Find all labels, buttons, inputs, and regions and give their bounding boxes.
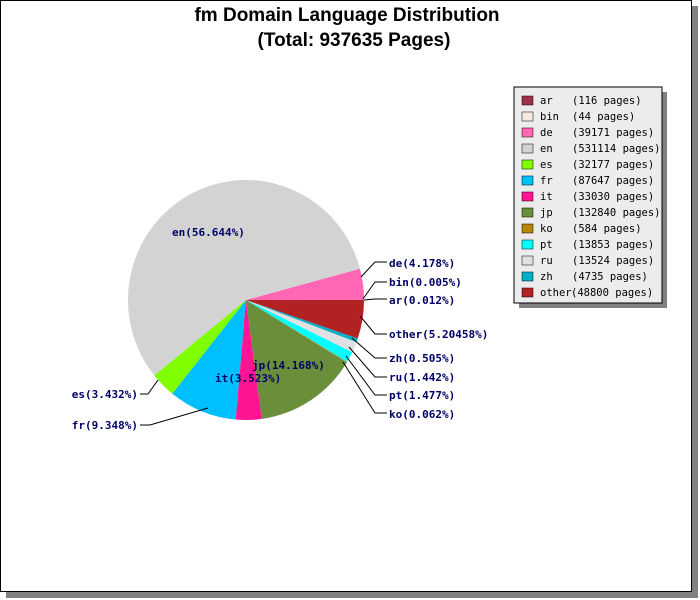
pie-slice-en <box>128 180 360 376</box>
leader-line-ru <box>348 346 387 378</box>
leader-line-zh <box>351 337 387 359</box>
slice-label-de: de(4.178%) <box>389 257 455 270</box>
leader-line-de <box>360 261 387 278</box>
legend-count-ko: (584 pages) <box>572 223 642 235</box>
legend: ar (116 pages) bin (44 pages) de (39171 pages… <box>513 86 667 308</box>
legend-swatch-en <box>521 143 534 154</box>
legend-swatch-fr <box>521 175 534 186</box>
slice-label-ar: ar(0.012%) <box>389 294 455 307</box>
legend-count-jp: (132840 pages) <box>572 207 661 219</box>
legend-name-de: de <box>540 127 553 139</box>
chart-subtitle: (Total: 937635 Pages) <box>258 30 451 51</box>
legend-name-zh: zh <box>540 271 553 283</box>
legend-count-en: (531114 pages) <box>572 143 661 155</box>
legend-count-zh: (4735 pages) <box>572 271 648 283</box>
legend-count-pt: (13853 pages) <box>572 239 654 251</box>
legend-name-bin: bin <box>540 111 559 123</box>
legend-name-ko: ko <box>540 223 553 235</box>
legend-name-it: it <box>540 191 553 203</box>
legend-name-fr: fr <box>540 175 553 187</box>
legend-count-de: (39171 pages) <box>572 127 654 139</box>
legend-swatch-de <box>521 127 534 138</box>
legend-count-bin: (44 pages) <box>572 111 635 123</box>
legend-swatch-ar <box>521 95 534 106</box>
legend-name-pt: pt <box>540 239 553 251</box>
legend-name-jp: jp <box>540 207 553 219</box>
legend-swatch-ru <box>521 255 534 266</box>
legend-box <box>513 86 663 304</box>
slice-label-other: other(5.20458%) <box>389 328 488 341</box>
leader-line-ko <box>342 361 387 414</box>
legend-swatch-zh <box>521 271 534 282</box>
pie-slice-it <box>235 300 262 421</box>
chart-title: fm Domain Language Distribution <box>194 5 499 26</box>
legend-count-ar: (116 pages) <box>572 95 642 107</box>
pie-slice-fr <box>172 300 246 420</box>
legend-count-es: (32177 pages) <box>572 159 654 171</box>
pie-slice-ko <box>246 300 348 363</box>
slice-label-jp: jp(14.168%) <box>252 359 325 372</box>
leader-line-fr <box>140 407 209 426</box>
legend-count-fr: (87647 pages) <box>572 175 654 187</box>
pie-slice-ru <box>246 300 357 353</box>
slice-label-it: it(3.523%) <box>215 372 281 385</box>
legend-count-ru: (13524 pages) <box>572 255 654 267</box>
legend-swatch-jp <box>521 207 534 218</box>
pie-slice-jp <box>246 300 347 419</box>
slice-label-fr: fr(9.348%) <box>72 419 138 432</box>
leader-line-ar <box>363 298 387 301</box>
legend-swatch-ko <box>521 223 534 234</box>
pie-slice-pt <box>246 300 353 362</box>
pie-slice-zh <box>246 300 358 343</box>
legend-name-other: other <box>540 287 572 299</box>
legend-swatch-bin <box>521 111 534 122</box>
legend-count-it: (33030 pages) <box>572 191 654 203</box>
legend-swatch-other <box>521 287 534 298</box>
leader-line-es <box>140 379 159 395</box>
legend-swatch-es <box>521 159 534 170</box>
pie-slice-de <box>246 268 364 300</box>
leader-line-pt <box>345 355 387 396</box>
pie-slices <box>128 180 364 421</box>
legend-name-es: es <box>540 159 553 171</box>
leader-line-bin <box>362 281 387 300</box>
pie-slice-other <box>246 300 364 339</box>
pie-slice-es <box>154 300 246 394</box>
slice-labels: ar(0.012%) bin(0.005%) de(4.178%) en(56.644… <box>72 226 489 432</box>
legend-swatch-it <box>521 191 534 202</box>
legend-name-en: en <box>540 143 553 155</box>
slice-label-zh: zh(0.505%) <box>389 352 455 365</box>
slice-label-ru: ru(1.442%) <box>389 371 455 384</box>
legend-count-other: (48800 pages) <box>571 287 653 299</box>
legend-name-ru: ru <box>540 255 553 267</box>
slice-label-ko: ko(0.062%) <box>389 408 455 421</box>
slice-label-es: es(3.432%) <box>72 388 138 401</box>
slice-label-en: en(56.644%) <box>172 226 245 239</box>
leader-line-other <box>359 315 387 335</box>
legend-name-ar: ar <box>540 95 553 107</box>
slice-label-pt: pt(1.477%) <box>389 389 455 402</box>
legend-swatch-pt <box>521 239 534 250</box>
legend-items: ar (116 pages) bin (44 pages) de (39171 pages… <box>521 95 661 299</box>
slice-label-bin: bin(0.005%) <box>389 276 462 289</box>
